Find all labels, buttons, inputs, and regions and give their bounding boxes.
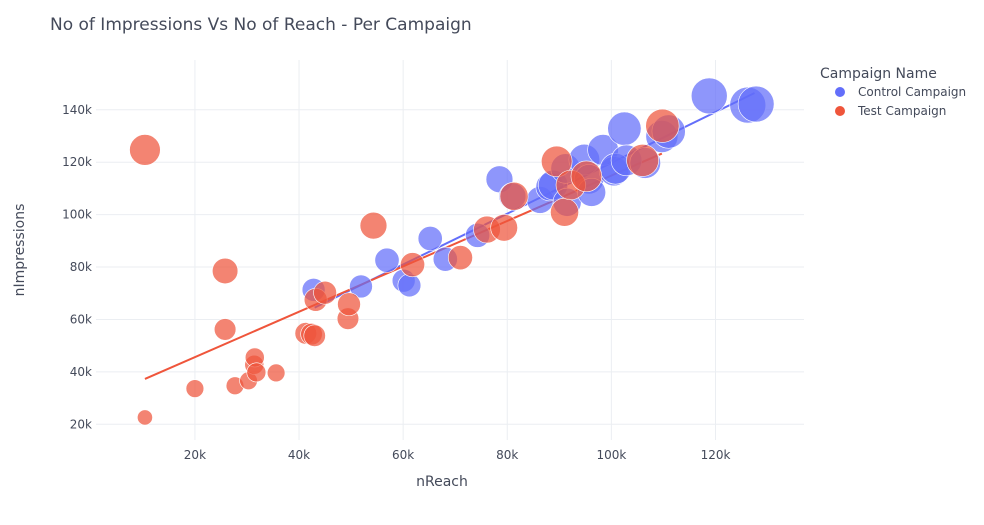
data-point-test[interactable] [213,318,237,341]
legend-marker-test [835,106,845,116]
x-tick-label: 120k [701,448,731,462]
data-point-test[interactable] [645,108,680,143]
y-axis-title: nImpressions [12,204,28,297]
x-tick-label: 60k [392,448,414,462]
x-tick-label: 20k [184,448,206,462]
legend-label-test: Test Campaign [857,104,946,118]
data-point-test[interactable] [337,292,361,317]
data-point-test[interactable] [246,362,267,383]
data-point-test[interactable] [400,252,425,278]
data-point-control[interactable] [397,273,422,298]
data-point-test[interactable] [490,213,518,242]
data-point-control[interactable] [690,77,728,115]
data-point-test[interactable] [137,409,153,426]
data-point-control[interactable] [417,226,443,251]
y-tick-label: 20k [70,417,92,431]
grid-layer [96,60,804,440]
data-point-control[interactable] [349,274,373,299]
data-point-test[interactable] [541,145,573,178]
x-tick-label: 80k [496,448,518,462]
x-tick-label: 40k [288,448,310,462]
data-point-test[interactable] [212,257,239,285]
data-point-control[interactable] [374,247,400,273]
y-tick-label: 80k [70,260,92,274]
chart-title: No of Impressions Vs No of Reach - Per C… [50,15,472,35]
legend-item-test[interactable]: Test Campaign [835,104,946,118]
data-point-control[interactable] [607,111,642,146]
data-point-test[interactable] [570,160,603,193]
legend-label-control: Control Campaign [858,85,966,99]
data-point-test[interactable] [303,324,326,347]
legend-item-control[interactable]: Control Campaign [835,85,966,99]
legend-title: Campaign Name [820,66,937,82]
data-point-test[interactable] [313,280,337,305]
data-point-test[interactable] [359,211,388,240]
data-point-test[interactable] [550,197,579,227]
y-tick-label: 60k [70,312,92,326]
data-point-control[interactable] [737,85,775,123]
data-point-test[interactable] [129,134,161,166]
x-tick-label: 100k [596,448,626,462]
points-layer [129,77,775,426]
data-point-test[interactable] [499,181,529,211]
legend-marker-control [835,87,845,97]
axis-layer: 20k 40k 60k 80k 100k 120k 20k 40k 60k 80k 100k 120k… [62,103,730,462]
y-tick-label: 100k [62,208,92,222]
data-point-test[interactable] [185,379,205,398]
legend[interactable]: Campaign Name Control Campaign Test Camp… [820,66,966,118]
data-point-test[interactable] [447,245,473,271]
y-tick-label: 40k [70,365,92,379]
data-point-test[interactable] [266,363,286,383]
y-tick-label: 120k [62,155,92,169]
x-axis-title: nReach [416,474,468,490]
data-point-test[interactable] [626,144,659,177]
y-tick-label: 140k [62,103,92,117]
